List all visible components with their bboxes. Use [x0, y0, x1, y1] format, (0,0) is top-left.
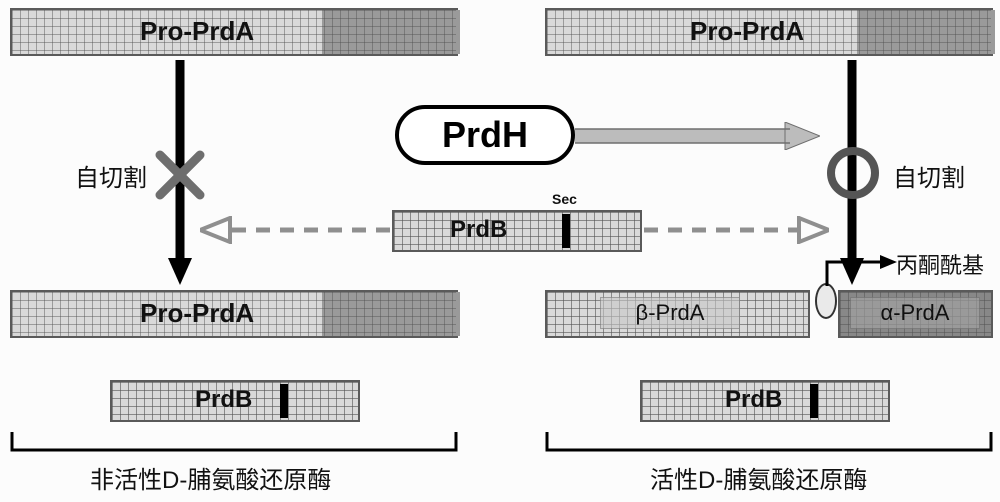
- arrow-dashed-left: [200, 216, 390, 244]
- label-self-cleavage-right: 自切割: [893, 158, 965, 193]
- circle-icon: [825, 145, 881, 201]
- label-prdb-bottom-right: PrdB: [725, 386, 782, 414]
- label-beta-prda: β-PrdA: [600, 297, 740, 329]
- label-pro-prda-bottom-left: Pro-PrdA: [140, 298, 254, 329]
- label-pro-prda-top-left: Pro-PrdA: [140, 16, 254, 47]
- bar-prdb-center: [392, 210, 642, 252]
- bracket-right: [545, 430, 993, 462]
- caption-right: 活性D-脯氨酸还原酶: [650, 460, 867, 495]
- arrow-dashed-right: [644, 216, 829, 244]
- label-pro-prda-top-right: Pro-PrdA: [690, 16, 804, 47]
- caption-left: 非活性D-脯氨酸还原酶: [90, 460, 331, 495]
- label-prdb-center: PrdB: [450, 216, 507, 244]
- label-self-cleavage-left: 自切割: [75, 158, 147, 193]
- label-pyruvoyl: 丙酮酰基: [896, 248, 984, 280]
- bracket-left: [10, 430, 458, 462]
- label-sec-center: Sec: [552, 191, 577, 207]
- label-prdb-bottom-left: PrdB: [195, 386, 252, 414]
- cross-icon: [155, 150, 205, 200]
- arrow-prdh-right: [575, 122, 820, 150]
- label-alpha-prda: α-PrdA: [850, 297, 980, 329]
- prdh-pill: PrdH: [395, 105, 575, 165]
- prdh-label: PrdH: [442, 114, 528, 156]
- pyruvoyl-pointer: [825, 250, 905, 290]
